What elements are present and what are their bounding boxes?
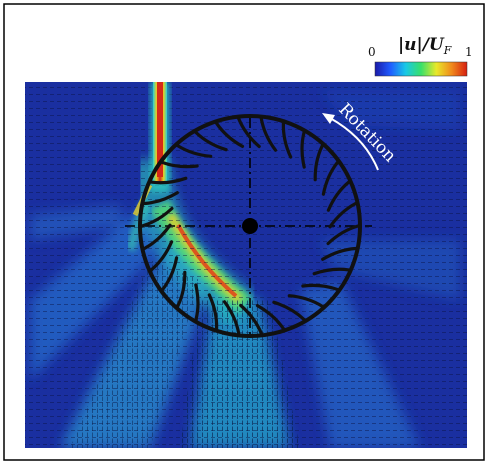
rotor-blade <box>326 180 351 212</box>
rotor-blade <box>287 294 324 308</box>
vector-field-dense <box>180 300 300 448</box>
colorbar: 0 1 |u|/UF <box>368 35 473 77</box>
rotor-blade <box>312 267 351 276</box>
rotor-blade <box>259 117 278 152</box>
rotor <box>138 114 362 338</box>
colorbar-title: |u|/UF <box>398 35 452 57</box>
rotor-blade <box>301 283 339 292</box>
rotor-blade <box>281 121 293 159</box>
colorbar-bar <box>374 61 468 77</box>
rotor-blade <box>272 300 306 322</box>
colorbar-max-label: 1 <box>465 45 473 59</box>
rotor-blade <box>222 300 241 335</box>
rotor-blade <box>326 224 360 246</box>
rotor-blade <box>176 270 187 308</box>
rotor-blade <box>161 256 179 292</box>
rotation-arrow-head <box>322 113 335 124</box>
rotor-blade <box>255 304 285 331</box>
colorbar-title-main: |u|/U <box>398 35 445 55</box>
rotation-arrow <box>329 117 379 171</box>
rotor-blade <box>207 293 219 331</box>
rotor-blade <box>176 144 213 158</box>
rotor-blade <box>239 303 263 335</box>
rotor-blade <box>194 283 200 322</box>
rotor-blade <box>149 240 174 272</box>
rotor-blade <box>194 130 228 152</box>
rotor-blade <box>215 121 245 148</box>
rotor-blade <box>321 160 339 196</box>
flow-field-plot <box>25 82 467 448</box>
rotor-blade <box>149 176 188 185</box>
colorbar-min-label: 0 <box>368 45 376 59</box>
rotor-blade <box>140 206 174 228</box>
rotor-blade <box>161 160 199 169</box>
rotor-hub <box>242 218 258 234</box>
rotor-blade <box>142 191 179 206</box>
rotor-blade <box>321 246 358 261</box>
rotor-outer-ring <box>138 114 362 338</box>
rotor-blade <box>142 223 172 251</box>
colorbar-title-sub: F <box>443 44 452 57</box>
rotor-blade <box>300 130 306 169</box>
rotor-blades <box>140 117 360 335</box>
rotor-blade <box>237 117 261 149</box>
rotor-blade <box>313 144 324 182</box>
rotor-blade <box>328 201 358 229</box>
